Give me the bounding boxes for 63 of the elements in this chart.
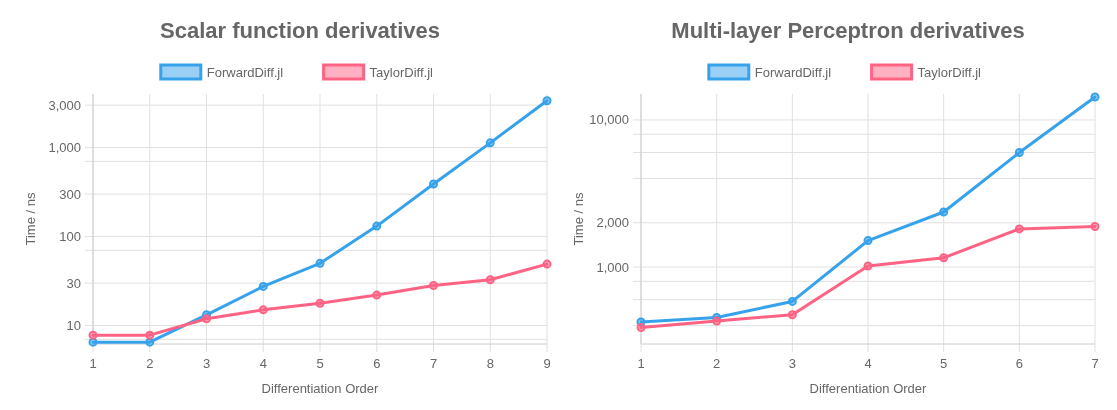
y-tick-label: 1,000 [596, 259, 629, 275]
point [315, 258, 325, 268]
point [315, 298, 325, 308]
y-tick-label: 3,000 [48, 97, 81, 113]
x-tick-label: 1 [89, 356, 97, 371]
x-tick-label: 7 [429, 356, 438, 371]
y-axis-title: Time / ns [571, 192, 586, 246]
point [1014, 148, 1024, 158]
point [372, 290, 382, 300]
y-tick-label: 30 [66, 275, 81, 291]
y-tick-label: 300 [59, 186, 81, 202]
point [202, 314, 211, 324]
point [939, 207, 949, 217]
point [258, 305, 268, 315]
x-tick-label: 4 [259, 356, 267, 371]
x-tick-label: 9 [543, 356, 551, 371]
point [1014, 224, 1024, 234]
point [542, 259, 552, 269]
point [485, 275, 495, 285]
point [1090, 92, 1100, 102]
point [258, 281, 268, 291]
x-tick-label: 2 [713, 356, 721, 371]
point [863, 261, 873, 271]
legend-label: ForwardDiff.jl [754, 64, 832, 80]
y-tick-label: 100 [59, 229, 81, 245]
chart-title: Multi-layer Perceptron derivatives [671, 18, 1025, 43]
y-tick-label: 1,000 [48, 140, 81, 156]
y-tick-label: 2,000 [596, 215, 629, 231]
x-tick-label: 5 [940, 356, 948, 371]
x-tick-label: 1 [637, 356, 645, 371]
x-tick-label: 8 [486, 356, 494, 371]
legend-label: TaylorDiff.jl [369, 64, 434, 80]
x-tick-label: 3 [788, 356, 796, 371]
point [372, 221, 382, 231]
x-axis-title: Differentiation Order [261, 381, 380, 396]
legend-label: ForwardDiff.jl [206, 64, 284, 80]
point [787, 310, 797, 320]
x-tick-label: 2 [146, 356, 154, 371]
legend-label: TaylorDiff.jl [917, 64, 982, 80]
point [636, 323, 646, 333]
x-tick-label: 6 [1015, 356, 1023, 371]
point [542, 96, 552, 106]
point [863, 236, 873, 246]
x-tick-label: 4 [864, 356, 872, 371]
point [787, 296, 797, 306]
y-axis-title: Time / ns [23, 192, 38, 246]
point [429, 179, 438, 189]
point [429, 280, 438, 290]
x-tick-label: 7 [1091, 356, 1099, 371]
point [939, 253, 949, 263]
x-tick-label: 5 [316, 356, 324, 371]
point [1090, 221, 1100, 231]
y-tick-label: 10 [66, 318, 81, 334]
point [145, 337, 155, 347]
chart-title: Scalar function derivatives [160, 18, 440, 43]
point [485, 138, 495, 148]
point [88, 337, 98, 347]
x-axis-title: Differentiation Order [809, 381, 928, 396]
x-tick-label: 6 [373, 356, 381, 371]
y-tick-label: 10,000 [589, 112, 629, 128]
x-tick-label: 3 [202, 356, 211, 371]
point [88, 330, 98, 340]
point [145, 330, 155, 340]
